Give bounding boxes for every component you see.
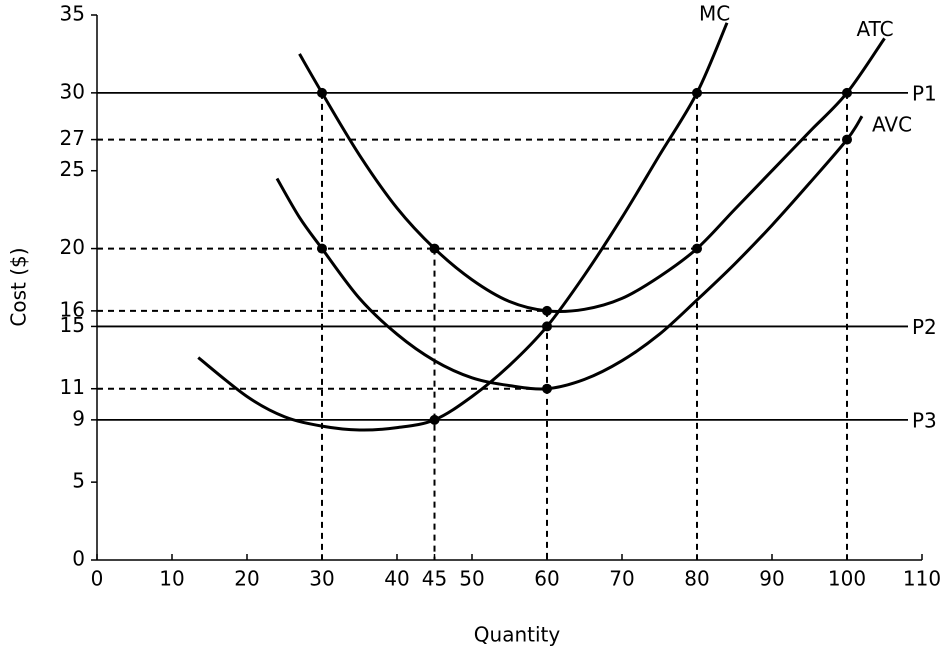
y-tick-label: 35 <box>60 2 85 26</box>
x-tick-label: 90 <box>759 567 784 591</box>
point <box>542 383 552 394</box>
x-tick-label: 0 <box>91 567 104 591</box>
y-tick-label: 27 <box>60 126 85 150</box>
legend-label: MC <box>699 1 730 25</box>
price-label: P2 <box>912 315 937 339</box>
x-tick-label: 10 <box>159 567 184 591</box>
point <box>429 243 440 254</box>
legend-label: AVC <box>872 113 912 137</box>
price-label: P3 <box>912 408 937 432</box>
x-tick-label: 20 <box>234 567 259 591</box>
point <box>542 305 552 316</box>
y-tick-label: 9 <box>72 406 85 430</box>
point <box>842 134 852 145</box>
x-tick-label: 45 <box>422 567 447 591</box>
y-tick-label: 30 <box>60 79 85 103</box>
point <box>692 87 702 98</box>
y-tick-label: 20 <box>60 235 85 259</box>
x-tick-label: 60 <box>534 567 559 591</box>
price-label: P1 <box>912 81 937 105</box>
point <box>317 243 327 254</box>
y-tick-label: 16 <box>60 297 85 321</box>
legend-label: ATC <box>857 17 894 41</box>
point <box>692 243 702 254</box>
y-tick-label: 25 <box>60 157 85 181</box>
x-tick-label: 100 <box>828 567 866 591</box>
y-tick-label: 11 <box>60 375 85 399</box>
cost-curve <box>298 37 886 313</box>
x-tick-label: 80 <box>684 567 709 591</box>
y-axis-label: Cost ($) <box>7 247 31 326</box>
x-axis-label: Quantity <box>474 623 561 647</box>
y-tick-label: 5 <box>72 469 85 493</box>
cost-curve <box>197 22 729 432</box>
x-tick-label: 30 <box>309 567 334 591</box>
x-tick-label: 50 <box>459 567 484 591</box>
x-tick-label: 70 <box>609 567 634 591</box>
x-tick-label: 40 <box>384 567 409 591</box>
point <box>842 87 852 98</box>
point <box>429 414 440 425</box>
x-tick-label: 110 <box>903 567 941 591</box>
cost-curve <box>275 115 864 391</box>
y-tick-label: 15 <box>60 313 85 337</box>
point <box>542 321 552 332</box>
point <box>317 87 327 98</box>
y-tick-label: 0 <box>72 547 85 571</box>
